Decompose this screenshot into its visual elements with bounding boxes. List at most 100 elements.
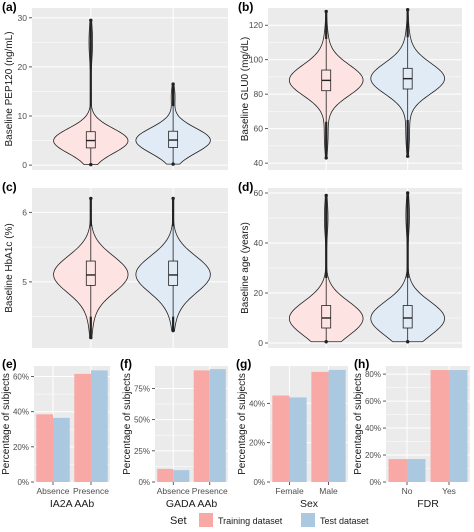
outlier-point <box>89 162 93 167</box>
y-axis-label: Percentage of subjects <box>353 373 364 475</box>
box <box>168 130 179 148</box>
bar-training <box>311 371 329 482</box>
bar-training <box>36 414 53 482</box>
x-axis-label: FDR <box>417 498 439 510</box>
y-tick-label: 30 <box>18 13 28 23</box>
panel-letter: (f) <box>120 357 132 371</box>
bar-training <box>193 370 210 482</box>
y-axis-label: Percentage of subjects <box>122 373 133 475</box>
y-tick-label: 20% <box>249 439 265 448</box>
y-axis-label: Baseline PEP120 (ng/mL) <box>4 31 15 146</box>
x-tick-label: Male <box>319 486 338 496</box>
x-tick-label: Yes <box>442 486 456 496</box>
y-tick-label: 40% <box>13 408 29 417</box>
bar-panel-2: 0% 25% 50% 75%Percentage of subjects Absence… <box>122 366 228 510</box>
x-tick-label: Absence <box>157 486 190 496</box>
bar-test <box>209 369 226 482</box>
box <box>321 305 332 329</box>
legend-label: Training dataset <box>218 516 283 526</box>
x-tick-label: Presence <box>192 486 228 496</box>
y-tick-label: 60 <box>254 124 264 134</box>
y-tick-label: 5 <box>22 277 27 287</box>
y-tick-label: 10 <box>18 111 28 121</box>
legend-label: Test dataset <box>320 516 369 526</box>
y-tick-label: 0 <box>22 160 27 170</box>
y-tick-label: 40% <box>249 399 265 408</box>
panel-letter: (g) <box>236 357 251 371</box>
bar-training <box>157 468 174 482</box>
outlier-point <box>405 154 410 158</box>
y-axis-label: Baseline age (years) <box>240 222 251 314</box>
y-tick-label: 25% <box>134 447 150 456</box>
y-tick-label: 40 <box>254 158 264 168</box>
bar-training <box>388 459 407 482</box>
x-axis-label: Sex <box>300 498 319 510</box>
legend-title: Set <box>170 515 187 527</box>
y-tick-label: 60% <box>13 373 29 382</box>
outlier-point <box>89 335 93 340</box>
bar-training <box>272 395 290 482</box>
panel-letter: (b) <box>238 0 253 14</box>
box <box>402 305 413 329</box>
panel-letter: (d) <box>238 180 253 194</box>
box <box>168 260 179 286</box>
bar-test <box>91 370 108 482</box>
y-axis-label: Percentage of subjects <box>1 373 12 475</box>
y-tick-label: 20% <box>13 443 29 452</box>
y-tick-label: 80 <box>254 89 264 99</box>
legend: Set Training dataset Test dataset <box>170 513 369 527</box>
x-tick-label: No <box>402 486 413 496</box>
y-tick-label: 0% <box>253 478 265 487</box>
bar-panel-4: 0% 20% 40% 60% 80%Percentage of subjects No Ye… <box>353 366 470 510</box>
y-tick-label: 60% <box>365 397 381 406</box>
panel-letter: (h) <box>354 357 369 371</box>
y-axis-label: Baseline GLU0 (mg/dL) <box>240 37 251 142</box>
x-axis-label: GADA AAb <box>166 498 218 510</box>
outlier-point <box>171 82 175 86</box>
y-tick-label: 75% <box>134 384 150 393</box>
bar-test <box>328 369 346 482</box>
outlier-point <box>171 196 175 201</box>
panel-letter: (e) <box>2 357 17 371</box>
outlier-point <box>171 328 175 333</box>
y-axis-label: Baseline HbA1c (%) <box>4 223 15 312</box>
y-tick-label: 120 <box>249 20 263 30</box>
violin-panel-3: 5 6 Baseline HbA1c (%) <box>4 188 228 348</box>
y-tick-label: 6 <box>22 207 27 217</box>
x-axis-label: IA2A AAb <box>50 498 95 510</box>
outlier-point <box>324 9 328 14</box>
outlier-point <box>405 8 410 12</box>
bar-training <box>430 370 449 482</box>
y-axis-label: Percentage of subjects <box>237 373 248 475</box>
violin-panel-2: 40 60 80 100 120 Baseline GLU0 (mg/dL) <box>240 8 462 170</box>
box <box>85 260 96 286</box>
bar-test <box>289 397 307 482</box>
outlier-point <box>324 156 328 160</box>
bar-panel-1: 0% 20% 40% 60%Percentage of subjects Absence… <box>1 366 110 510</box>
outlier-point <box>324 193 328 198</box>
y-tick-label: 0% <box>17 478 29 487</box>
outlier-point <box>405 191 410 195</box>
legend-key-test <box>301 513 315 527</box>
x-tick-label: Presence <box>73 486 109 496</box>
bar-test <box>173 470 190 482</box>
outlier-point <box>89 196 93 201</box>
y-tick-label: 20 <box>18 62 28 72</box>
y-tick-label: 40% <box>365 424 381 433</box>
bar-test <box>53 417 70 482</box>
y-tick-label: 20% <box>365 451 381 460</box>
y-tick-label: 0 <box>258 338 263 348</box>
x-tick-label: Absence <box>36 486 69 496</box>
y-tick-label: 0% <box>369 478 381 487</box>
outlier-point <box>171 162 175 166</box>
y-tick-label: 100 <box>249 55 263 65</box>
panel-letter: (c) <box>2 180 17 194</box>
bar-test <box>407 459 426 482</box>
bar-test <box>449 370 468 482</box>
outlier-point <box>405 340 410 344</box>
x-tick-label: Female <box>275 486 304 496</box>
panel-letter: (a) <box>2 0 17 14</box>
y-tick-label: 20 <box>254 288 264 298</box>
